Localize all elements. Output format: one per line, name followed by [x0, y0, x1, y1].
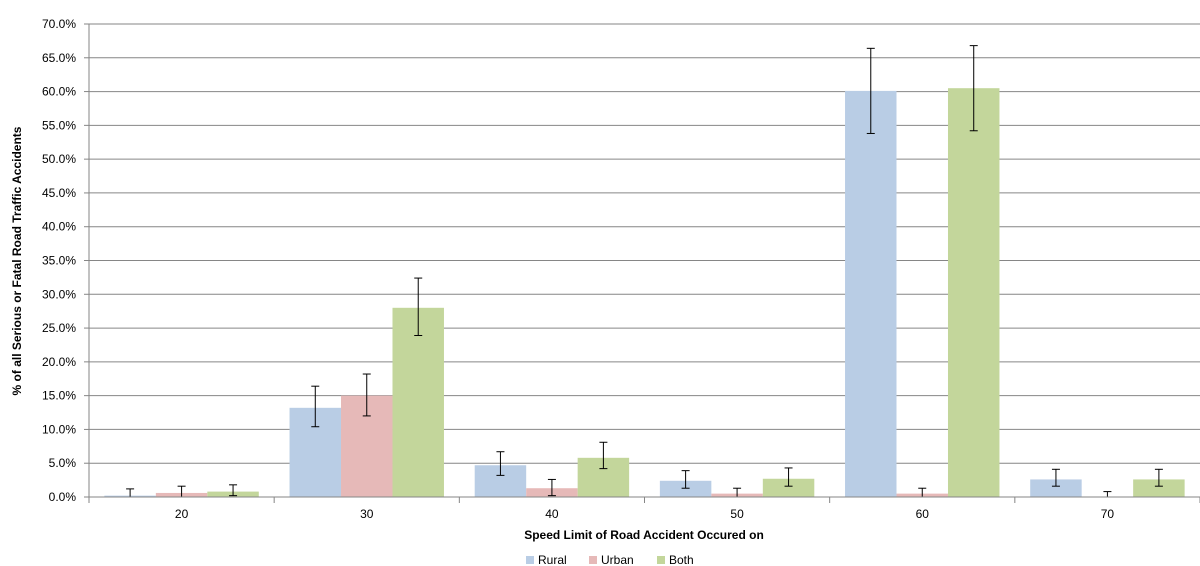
error-bar-both — [229, 484, 238, 497]
y-tick-label: 45.0% — [42, 186, 76, 200]
error-bar-both — [1154, 468, 1163, 487]
x-tick-label: 50 — [730, 507, 744, 521]
x-tick-label: 30 — [360, 507, 374, 521]
legend-swatch — [526, 556, 534, 564]
error-bar-urban — [1103, 491, 1112, 498]
legend-swatch — [589, 556, 597, 564]
y-tick-label: 55.0% — [42, 118, 76, 132]
bar-both — [762, 478, 815, 497]
error-bar-rural — [1051, 468, 1060, 487]
legend-label: Both — [669, 553, 694, 566]
y-tick-label: 35.0% — [42, 254, 76, 268]
error-bar-rural — [866, 47, 875, 134]
bar-both — [392, 307, 444, 497]
legend-label: Rural — [538, 553, 567, 566]
y-tick-label: 5.0% — [49, 456, 77, 470]
legend-label: Urban — [601, 553, 634, 566]
y-tick-label: 15.0% — [42, 389, 76, 403]
error-bar-rural — [496, 451, 505, 476]
y-tick-label: 25.0% — [42, 321, 76, 335]
legend-swatch — [657, 556, 665, 564]
bar-both — [1133, 479, 1185, 497]
y-tick-label: 40.0% — [42, 220, 76, 234]
legend-item-both: Both — [657, 553, 694, 566]
x-tick-label: 20 — [175, 507, 189, 521]
x-tick-labels: 20 30 40 50 60 70 — [175, 507, 1115, 521]
error-bars — [126, 45, 1163, 498]
y-tick-label: 60.0% — [42, 85, 76, 99]
y-tick-label: 20.0% — [42, 355, 76, 369]
x-tick-label: 40 — [545, 507, 559, 521]
error-bar-both — [969, 45, 978, 132]
error-bar-urban — [362, 373, 371, 417]
error-bar-urban — [547, 478, 556, 497]
legend-item-rural: Rural — [526, 553, 567, 566]
bar-both — [947, 88, 1000, 497]
y-tick-label: 0.0% — [49, 490, 77, 504]
y-tick-label: 50.0% — [42, 152, 76, 166]
error-bar-both — [599, 441, 608, 470]
y-tick-label: 65.0% — [42, 51, 76, 65]
bars — [104, 88, 1185, 497]
x-tick-label: 70 — [1101, 507, 1115, 521]
bar-rural — [1030, 479, 1082, 497]
bar-rural — [845, 90, 897, 497]
y-tick-labels: 0.0% 5.0% 10.0% 15.0% 20.0% 25.0% 30.0% 35.0% 40… — [42, 17, 76, 504]
x-tick-label: 60 — [916, 507, 930, 521]
error-bar-rural — [311, 385, 320, 428]
axes — [84, 23, 1200, 503]
y-tick-label: 70.0% — [42, 17, 76, 31]
y-tick-label: 10.0% — [42, 422, 76, 436]
y-tick-label: 30.0% — [42, 287, 76, 301]
error-bar-rural — [681, 470, 690, 489]
x-axis-title: Speed Limit of Road Accident Occured on — [524, 528, 764, 542]
error-bar-both — [414, 277, 423, 337]
y-axis-title: % of all Serious or Fatal Road Traffic A… — [10, 126, 24, 395]
legend: Rural Urban Both — [526, 553, 694, 566]
bar-rural — [659, 480, 712, 497]
legend-item-urban: Urban — [589, 553, 634, 566]
gridlines — [89, 23, 1200, 464]
error-bar-both — [784, 467, 793, 487]
